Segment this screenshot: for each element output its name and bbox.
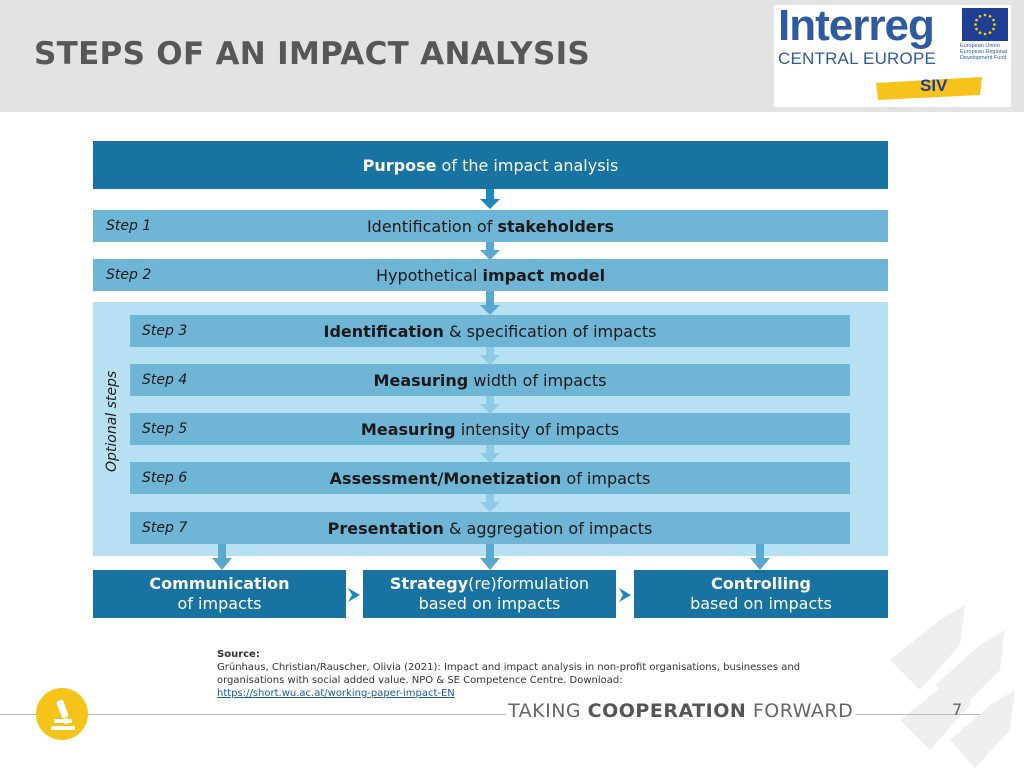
outcome-controlling-title: Controlling [711,574,811,593]
step-4-post: width of impacts [468,370,607,390]
step-6-label: Step 6 [142,470,188,486]
step-1-label: Step 1 [106,218,152,234]
step-5-post: intensity of impacts [455,419,620,439]
step-1-pre: Identification of [366,216,498,236]
optional-steps-label: Optional steps [104,370,120,472]
logo-brand: Interreg [778,1,935,50]
step-5-bar: Measuring intensity of impacts [130,413,850,445]
step-7-bold: Presentation [327,518,444,538]
step-3-bold: Identification [323,321,444,341]
step-5-bold: Measuring [360,419,456,439]
arrow-down-icon [480,189,500,209]
outcome-communication: Communication of impacts [93,570,346,618]
source-label: Source: [217,649,260,660]
outcome-communication-title: Communication [149,574,290,593]
step-6-post: of impacts [561,468,651,488]
outcome-strategy: Strategy(re)formulation based on impacts [363,570,616,618]
logo-program: CENTRAL EUROPE [778,49,937,68]
step-3-post: & specification of impacts [443,321,657,341]
step-6-bar: Assessment/Monetization of impacts [130,462,850,494]
step-7-post: & aggregation of impacts [443,518,653,538]
step-1-bold: stakeholders [497,216,615,236]
siv-brush-shape [876,77,982,100]
step-2-label: Step 2 [106,267,152,283]
step-4-bar: Measuring width of impacts [130,364,850,396]
arrow-down-icon [480,396,500,414]
step-2-bold: impact model [482,265,606,285]
purpose-bar: Purpose of the impact analysis [93,141,888,189]
purpose-bold: Purpose [362,155,437,175]
microscope-icon [36,688,88,740]
outcome-strategy-bold: Strategy [389,574,469,593]
outcome-strategy-sub: based on impacts [418,594,561,613]
step-4-label: Step 4 [142,372,188,388]
eu-fund-text: European Union European Regional Develop… [960,43,1008,61]
arrow-right-icon [348,588,360,602]
step-3-bar: Identification & specification of impact… [130,315,850,347]
source-link[interactable]: https://short.wu.ac.at/working-paper-imp… [217,688,455,699]
step-6-bold: Assessment/Monetization [329,468,562,488]
step-2-pre: Hypothetical [375,265,483,285]
source-text: Grünhaus, Christian/Rauscher, Olivia (20… [217,662,801,686]
step-1-bar: Identification of stakeholders [93,210,888,242]
outcome-controlling: Controlling based on impacts [634,570,888,618]
step-7-bar: Presentation & aggregation of impacts [130,512,850,544]
purpose-rest: of the impact analysis [436,155,619,175]
eu-flag-icon [962,8,1008,41]
page-number: 7 [952,700,963,719]
footer-divider [0,714,505,715]
footer-tagline: TAKING COOPERATION FORWARD [506,700,856,722]
arrow-down-icon [750,544,770,570]
step-4-bold: Measuring [373,370,469,390]
arrow-down-icon [480,291,500,315]
step-5-label: Step 5 [142,421,188,437]
tagline-pre: TAKING [508,700,588,722]
step-3-label: Step 3 [142,323,188,339]
arrow-down-icon [480,494,500,512]
step-7-label: Step 7 [142,520,188,536]
source-citation: Source: Grünhaus, Christian/Rauscher, Ol… [217,648,817,700]
tagline-post: FORWARD [746,700,854,722]
arrow-down-icon [480,544,500,570]
interreg-logo: Interreg CENTRAL EUROPE European Union E… [774,1,1011,107]
arrow-down-icon [480,347,500,365]
arrow-down-icon [480,445,500,463]
decorative-arrows-shape [890,605,1015,768]
arrow-right-icon [619,588,631,602]
page-title: STEPS OF AN IMPACT ANALYSIS [34,36,591,72]
tagline-bold: COOPERATION [587,700,747,722]
arrow-down-icon [212,544,232,570]
outcome-strategy-rest: (re)formulation [468,574,590,593]
project-label: SIV [920,76,948,95]
arrow-down-icon [480,242,500,260]
outcome-controlling-sub: based on impacts [690,594,832,613]
step-2-bar: Hypothetical impact model [93,259,888,291]
outcome-communication-sub: of impacts [177,594,262,613]
